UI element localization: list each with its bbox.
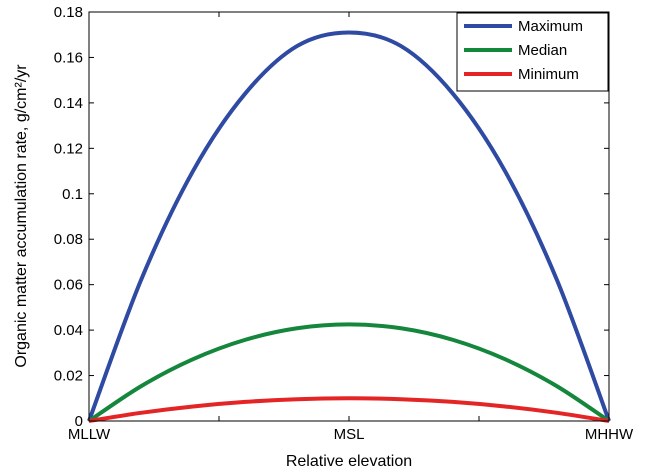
y-tick-label: 0.04: [54, 322, 83, 339]
x-tick-label: MHHW: [585, 426, 634, 443]
y-tick-label: 0.02: [54, 368, 83, 385]
series-line-median: [87, 322, 611, 423]
y-tick-label: 0.08: [54, 231, 83, 248]
series-layer: [87, 30, 611, 423]
plot-frame: [88, 11, 610, 422]
y-tick-label: 0.06: [54, 277, 83, 294]
legend: Maximum Median Minimum: [456, 12, 609, 92]
series-line-minimum: [88, 396, 610, 423]
y-tick-label: 0.16: [54, 49, 83, 66]
legend-label-minimum: Minimum: [518, 66, 579, 83]
legend-label-median: Median: [518, 42, 567, 59]
y-tick-label: 0.14: [54, 95, 83, 112]
series-line-maximum: [87, 30, 611, 422]
y-tick-label: 0.12: [54, 140, 83, 157]
x-tick-label: MSL: [334, 426, 365, 443]
y-tick-label: 0: [75, 413, 83, 430]
x-tick-label: MLLW: [68, 426, 111, 443]
legend-label-maximum: Maximum: [518, 18, 583, 35]
y-axis-label: Organic matter accumulation rate, g/cm²/…: [13, 64, 30, 368]
x-axis-label: Relative elevation: [286, 453, 412, 470]
y-tick-label: 0.1: [62, 186, 83, 203]
y-tick-label: 0.18: [54, 4, 83, 21]
ticks-layer: 0 0.02 0.04 0.06 0.08 0.1 0.12 0.14 0.16 0.18 MLLW…: [54, 4, 634, 443]
